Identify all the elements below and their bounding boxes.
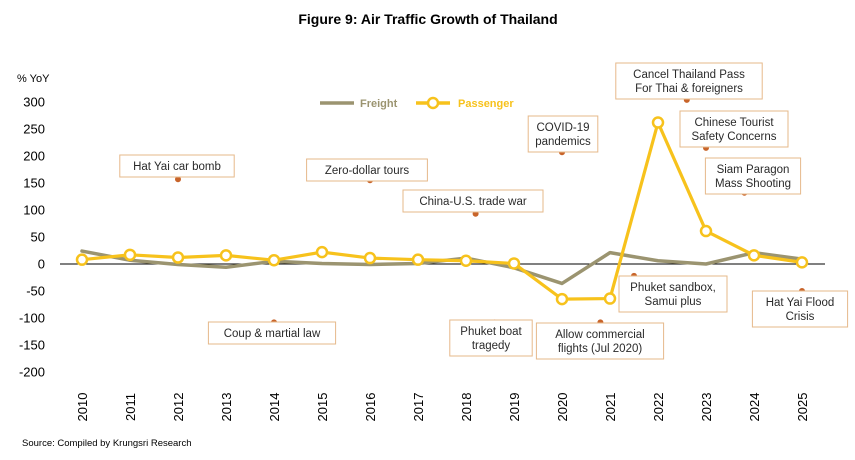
x-tick-label: 2024: [747, 393, 762, 422]
annotation-box: [207, 321, 337, 345]
annotation-text: Phuket boat: [460, 326, 522, 338]
data-point-passenger: [363, 251, 377, 265]
x-tick-label: 2016: [363, 393, 378, 422]
annotation-text: Crisis: [786, 311, 815, 323]
annotation-box: [119, 154, 235, 178]
y-tick-labels: 300 250 200 150 100 50 0 -50 -100 -150 -200: [19, 95, 45, 380]
annotation-text: Mass Shooting: [715, 178, 791, 190]
x-tick-label: 2014: [267, 393, 282, 422]
x-tick-label: 2010: [75, 393, 90, 422]
data-point-passenger: [747, 249, 761, 262]
y-tick-label: -200: [19, 365, 45, 380]
legend: Freight Passenger: [320, 96, 514, 110]
data-point-passenger: [123, 248, 137, 262]
x-tick-label: 2023: [699, 393, 714, 422]
annotation-box: [306, 158, 428, 182]
annotation-text: Cancel Thailand Pass: [633, 69, 745, 81]
y-tick-label: 150: [23, 176, 45, 191]
x-tick-label: 2025: [795, 393, 810, 422]
data-point-passenger: [699, 224, 713, 238]
y-tick-label: -150: [19, 338, 45, 353]
data-point-passenger: [603, 292, 617, 305]
y-tick-label: -100: [19, 311, 45, 326]
x-tick-label: 2018: [459, 393, 474, 422]
x-tick-label: 2012: [171, 393, 186, 422]
data-point-passenger: [75, 253, 89, 266]
data-point-passenger: [795, 256, 809, 269]
annotation-text: Samui plus: [645, 296, 702, 308]
legend-label-passenger: Passenger: [458, 98, 514, 110]
annotation-text: Phuket sandbox,: [630, 282, 716, 294]
series-line-passenger: [80, 120, 804, 301]
annotation-text: COVID-19: [536, 122, 589, 134]
annotation-box: [527, 115, 599, 153]
data-point-passenger: [411, 253, 425, 266]
chart-title: Figure 9: Air Traffic Growth of Thailand: [298, 11, 557, 27]
y-tick-label: 200: [23, 149, 45, 164]
annotation-text: Hat Yai Flood: [766, 297, 835, 309]
annotation-text: flights (Jul 2020): [558, 343, 643, 355]
x-tick-label: 2015: [315, 393, 330, 422]
x-tick-label: 2022: [651, 393, 666, 422]
source-note: Source: Compiled by Krungsri Research: [22, 438, 192, 449]
annotation-box: [704, 157, 802, 195]
annotation-text: Coup & martial law: [224, 328, 321, 340]
annotation-text: pandemics: [535, 136, 591, 148]
data-point-passenger: [267, 253, 281, 267]
annotation-text: Zero-dollar tours: [325, 165, 410, 177]
annotation-text: Siam Paragon: [717, 164, 790, 176]
x-tick-label: 2019: [507, 393, 522, 422]
event-annotations: Hat Yai car bomb Coup & martial law Zero-d…: [119, 62, 849, 360]
x-tick-label: 2020: [555, 393, 570, 422]
y-tick-label: 300: [23, 95, 45, 110]
x-tick-labels: 2010 2011 2012 2013 2014 2015 2016 2017 2018 2019…: [75, 393, 810, 422]
x-tick-label: 2021: [603, 393, 618, 422]
annotation-dot: [175, 176, 181, 183]
annotation-text: For Thai & foreigners: [635, 83, 743, 95]
data-point-passenger: [555, 292, 569, 306]
x-tick-label: 2013: [219, 393, 234, 422]
legend-marker: [426, 96, 440, 110]
annotation-text: tragedy: [472, 340, 511, 352]
y-tick-label: 0: [38, 257, 45, 272]
y-tick-label: -50: [26, 284, 45, 299]
annotation-text: Chinese Tourist: [694, 117, 774, 129]
y-tick-label: 50: [31, 230, 45, 245]
annotation-box: [402, 189, 544, 213]
annotation-text: Safety Concerns: [691, 131, 776, 143]
annotation-box: [679, 110, 789, 148]
x-tick-label: 2017: [411, 393, 426, 422]
data-point-passenger: [315, 245, 329, 259]
x-tick-label: 2011: [123, 393, 138, 421]
data-point-passenger: [171, 251, 185, 264]
data-point-passenger: [507, 257, 521, 270]
annotation-text: China-U.S. trade war: [419, 196, 527, 208]
data-point-passenger: [651, 116, 665, 129]
annotation-box: [615, 62, 763, 100]
y-tick-label: 100: [23, 203, 45, 218]
data-point-passenger: [459, 254, 473, 268]
legend-label-freight: Freight: [360, 98, 398, 110]
data-point-passenger: [219, 249, 233, 262]
y-axis-label: % YoY: [17, 73, 50, 85]
annotation-box: [449, 319, 533, 357]
y-tick-label: 250: [23, 122, 45, 137]
annotation-text: Hat Yai car bomb: [133, 161, 221, 173]
annotation-box: [751, 290, 849, 328]
series-lines: [75, 116, 809, 306]
annotation-box: [618, 275, 728, 313]
annotation-box: [535, 322, 665, 360]
annotation-text: Allow commercial: [555, 329, 644, 341]
